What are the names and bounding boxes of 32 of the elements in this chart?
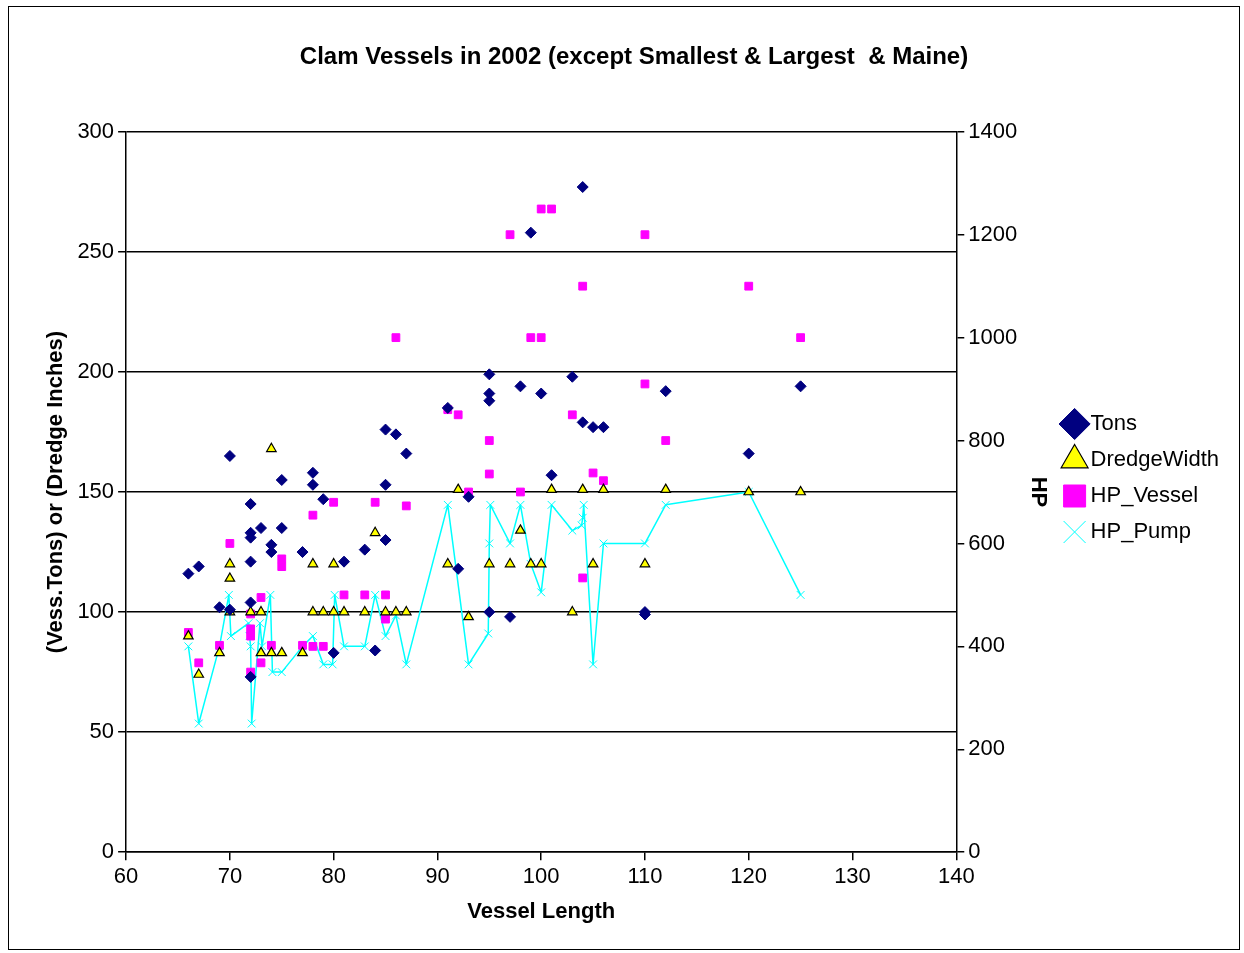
x-tick-label: 80 — [321, 863, 346, 889]
y-tick-label: 200 — [77, 358, 115, 383]
y2-tick-label: 600 — [968, 529, 1005, 555]
y-tick-label: 50 — [89, 718, 115, 744]
y-tick-label: 300 — [77, 117, 115, 143]
y2-tick-label: 200 — [968, 735, 1005, 761]
chart-title: Clam Vessels in 2002 (except Smallest & Largest & Maine) — [299, 42, 969, 70]
y2-tick-label: 400 — [968, 632, 1005, 658]
x-tick-label: 90 — [425, 863, 450, 889]
x-tick-label: 100 — [522, 863, 560, 889]
y2-axis-title: HP — [1027, 476, 1053, 508]
y-tick-label: 0 — [101, 838, 115, 864]
legend-label: HP_Vessel — [1090, 482, 1199, 508]
y2-tick-label: 1400 — [968, 117, 1018, 143]
legend-label: HP_Pump — [1090, 518, 1191, 544]
y2-tick-label: 800 — [968, 426, 1005, 452]
legend-label: Tons — [1090, 410, 1138, 436]
y-tick-label: 100 — [77, 598, 115, 624]
y2-tick-label: 1000 — [968, 323, 1018, 349]
x-tick-label: 140 — [937, 863, 975, 889]
x-tick-label: 60 — [113, 863, 139, 889]
y2-tick-label: 1200 — [968, 220, 1018, 246]
x-tick-label: 130 — [834, 863, 871, 889]
y-axis-title: (Vess.Tons) or (Dredge Inches) — [42, 330, 68, 654]
legend-label: DredgeWidth — [1090, 446, 1219, 472]
y-tick-label: 150 — [77, 478, 115, 504]
x-tick-label: 120 — [730, 863, 768, 889]
x-tick-label: 110 — [627, 863, 663, 889]
x-axis-title: Vessel Length — [467, 897, 616, 923]
x-tick-label: 70 — [217, 863, 243, 889]
y-tick-label: 250 — [77, 237, 115, 263]
y2-tick-label: 0 — [968, 838, 981, 864]
